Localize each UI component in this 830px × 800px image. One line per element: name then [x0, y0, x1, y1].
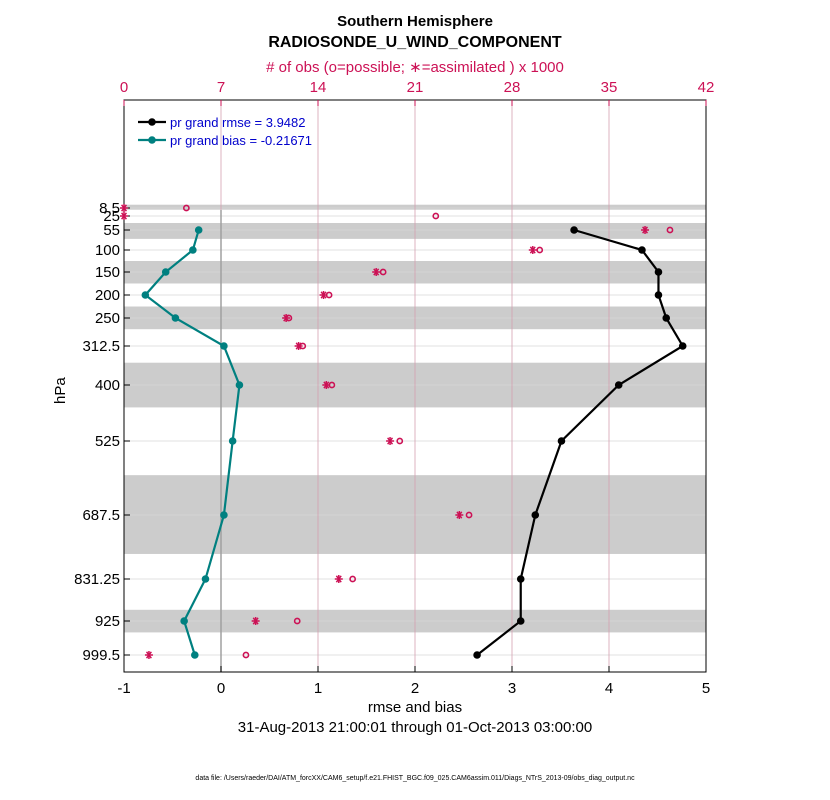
legend-marker: [148, 118, 156, 126]
obs-possible-marker: [432, 212, 440, 220]
bias-point: [180, 617, 188, 625]
obs-possible-marker: [349, 575, 357, 583]
y-axis-label: hPa: [52, 377, 69, 404]
x-tick-label: 0: [217, 680, 225, 697]
bias-point: [189, 246, 197, 254]
y-tick-label: 8.5: [99, 200, 120, 217]
obs-possible-marker: [182, 204, 190, 212]
bias-point: [220, 511, 228, 519]
top-axis-title: # of obs (o=possible; ∗=assimilated ) x …: [266, 59, 564, 76]
obs-assimilated-marker: [322, 381, 331, 389]
chart-title-variable: RADIOSONDE_U_WIND_COMPONENT: [268, 34, 562, 51]
y-tick-label: 250: [95, 310, 120, 327]
obs-assimilated-marker: [120, 212, 128, 220]
y-tick-label: 687.5: [82, 507, 120, 524]
obs-possible-marker: [465, 511, 473, 519]
y-tick-label: 525: [95, 433, 120, 450]
top-tick-label: 42: [698, 79, 715, 96]
obs-possible-marker: [379, 268, 387, 276]
obs-possible-marker: [242, 651, 250, 659]
y-tick-label: 831.25: [74, 571, 120, 588]
obs-assimilated-marker: [641, 226, 650, 234]
y-tick-label: 25: [103, 208, 120, 225]
obs-assimilated-marker: [372, 268, 381, 276]
date-range: 31-Aug-2013 21:00:01 through 01-Oct-2013…: [237, 719, 593, 736]
obs-possible-marker: [293, 617, 301, 625]
rmse-point: [570, 226, 578, 234]
y-tick-label: 400: [95, 377, 120, 394]
obs-assimilated-marker: [528, 246, 537, 254]
bias-point: [161, 268, 170, 276]
bias-point: [228, 437, 237, 445]
x-tick-label: -1: [117, 680, 130, 697]
bias-point: [141, 291, 150, 299]
bias-point: [171, 314, 180, 322]
rmse-point: [516, 575, 525, 583]
obs-assimilated-marker: [282, 314, 291, 322]
legend-marker: [148, 136, 156, 144]
bias-point: [235, 381, 244, 389]
x-tick-label: 1: [314, 680, 322, 697]
top-tick-label: 7: [217, 79, 225, 96]
rmse-point: [678, 342, 687, 350]
top-tick-label: 21: [407, 79, 424, 96]
obs-possible-marker: [666, 226, 674, 234]
obs-assimilated-marker: [319, 291, 328, 299]
bias-point: [220, 342, 228, 350]
obs-assimilated-marker: [294, 342, 303, 350]
bias-line: [143, 229, 241, 656]
obs-assimilated-marker: [144, 651, 153, 659]
x-tick-label: 3: [508, 680, 516, 697]
x-tick-label: 2: [411, 680, 419, 697]
y-tick-label: 100: [95, 242, 120, 259]
rmse-point: [654, 291, 663, 299]
rmse-point: [557, 437, 566, 445]
rmse-point: [531, 511, 540, 519]
bias-point: [191, 651, 199, 659]
y-tick-label: 312.5: [82, 338, 120, 355]
bias-point: [201, 575, 210, 583]
chart-title-region: Southern Hemisphere: [337, 13, 493, 30]
legend-label: pr grand rmse = 3.9482: [170, 115, 306, 130]
y-tick-label: 999.5: [82, 647, 120, 664]
bias-point: [194, 226, 203, 234]
y-tick-label: 200: [95, 287, 120, 304]
x-tick-label: 5: [702, 680, 710, 697]
y-tick-label: 55: [103, 222, 120, 239]
x-tick-label: 4: [605, 680, 613, 697]
rmse-point: [654, 268, 663, 276]
obs-possible-marker: [536, 246, 544, 254]
obs-assimilated-marker: [386, 437, 395, 445]
rmse-point: [516, 617, 525, 625]
obs-possible-marker: [396, 437, 404, 445]
y-tick-label: 925: [95, 613, 120, 630]
obs-assimilated-marker: [334, 575, 343, 583]
top-tick-label: 28: [504, 79, 521, 96]
rmse-point: [662, 314, 671, 322]
obs-assimilated-marker: [455, 511, 464, 519]
data-file-footer: data file: /Users/raeder/DAI/ATM_forcXX/…: [195, 775, 635, 782]
top-tick-label: 0: [120, 79, 128, 96]
top-tick-label: 35: [601, 79, 618, 96]
rmse-point: [614, 381, 623, 389]
obs-assimilated-marker: [251, 617, 260, 625]
legend-label: pr grand bias = -0.21671: [170, 133, 312, 148]
obs-assimilated-marker: [120, 204, 128, 212]
x-axis-label: rmse and bias: [367, 699, 463, 716]
top-tick-label: 14: [310, 79, 327, 96]
rmse-line: [476, 228, 685, 656]
y-tick-label: 150: [95, 264, 120, 281]
rmse-point: [473, 651, 481, 659]
rmse-point: [638, 246, 646, 254]
